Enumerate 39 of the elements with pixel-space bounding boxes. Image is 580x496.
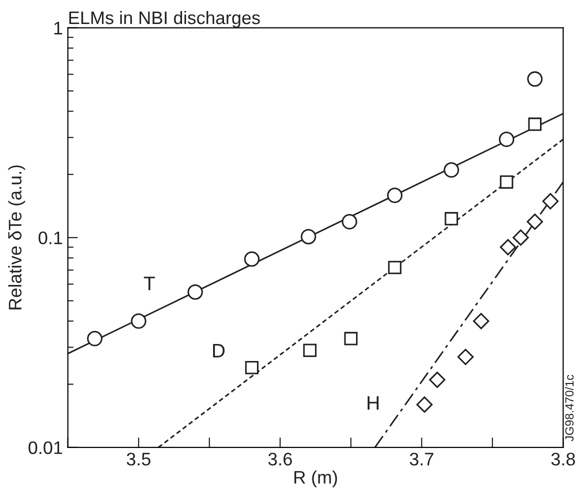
point xyxy=(245,360,259,374)
point xyxy=(498,132,514,148)
point xyxy=(528,118,542,131)
point xyxy=(429,372,446,388)
x-tick-label: 3.5 xyxy=(126,452,150,466)
point xyxy=(444,162,460,178)
y-tick-label: 0.1 xyxy=(38,232,62,244)
series-label: T xyxy=(144,276,155,290)
point xyxy=(472,312,490,330)
series-label: H xyxy=(368,396,379,410)
series-label: D xyxy=(213,344,225,358)
point xyxy=(457,348,474,366)
point xyxy=(444,212,458,226)
point xyxy=(130,313,146,329)
x-axis-title: R (m) xyxy=(294,470,337,488)
x-tick-label: 3.8 xyxy=(551,452,575,466)
point xyxy=(300,228,316,244)
point xyxy=(387,188,402,204)
point xyxy=(542,193,559,210)
x-tick-label: 3.7 xyxy=(410,452,434,466)
chart-title: ELMs in NBI discharges xyxy=(69,10,260,28)
point xyxy=(87,330,102,346)
point xyxy=(500,175,514,189)
y-axis-title: Relative δTe (a.u.) xyxy=(8,165,26,310)
point xyxy=(244,251,260,267)
point xyxy=(344,332,358,346)
point xyxy=(512,229,529,246)
text: JG98.470/1c xyxy=(564,374,574,442)
point xyxy=(500,239,516,256)
point xyxy=(188,284,203,300)
point xyxy=(416,396,433,413)
point xyxy=(526,214,544,230)
y-tick-label: 1 xyxy=(54,22,62,34)
point xyxy=(527,71,543,87)
x-tick-label: 3.6 xyxy=(268,452,292,466)
y-tick-label: 0.01 xyxy=(28,441,62,454)
point xyxy=(342,214,358,230)
point xyxy=(303,344,317,358)
point xyxy=(388,260,402,274)
